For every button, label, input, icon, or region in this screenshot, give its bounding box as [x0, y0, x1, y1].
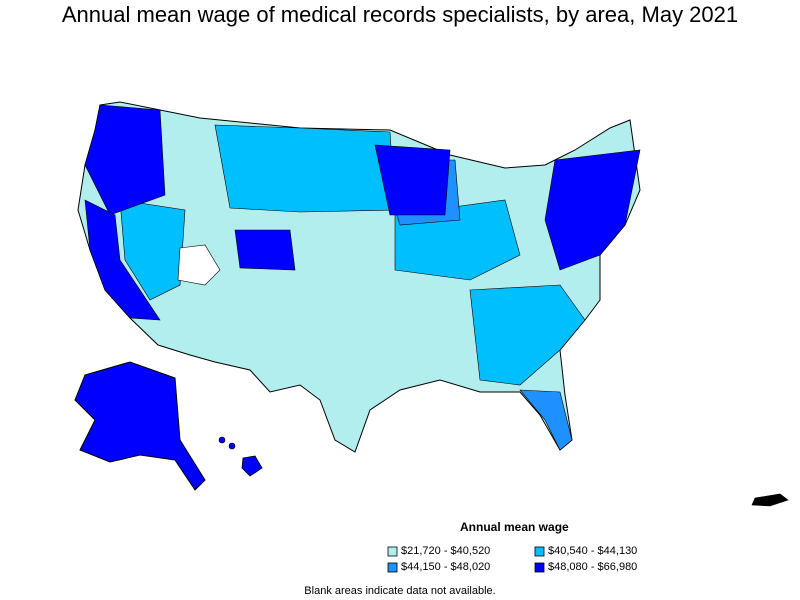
blank-areas-note: Blank areas indicate data not available. [304, 585, 496, 597]
legend-label-2: $40,540 - $44,130 [548, 545, 638, 557]
region-southeast [469, 284, 586, 386]
hawaii-island-small [218, 436, 226, 444]
map-title: Annual mean wage of medical records spec… [61, 2, 739, 27]
region-california [84, 199, 161, 321]
puerto-rico [751, 493, 789, 507]
legend-label-1: $21,720 - $40,520 [401, 545, 491, 557]
region-florida [519, 389, 573, 451]
hawaii [241, 455, 263, 477]
legend-swatch-4 [534, 562, 545, 573]
region-northern-plains [214, 124, 396, 213]
legend-label-3: $44,150 - $48,020 [401, 561, 491, 573]
region-colorado [234, 229, 296, 271]
blank-area-utah [177, 244, 221, 286]
legend-swatch-3 [387, 562, 398, 573]
legend-title: Annual mean wage [460, 520, 569, 534]
region-northeast [544, 149, 641, 271]
legend-swatch-2 [534, 546, 545, 557]
alaska [74, 361, 206, 491]
legend-label-4: $48,080 - $66,980 [548, 561, 638, 573]
region-great-basin [119, 199, 186, 301]
hawaii-island-mid [228, 442, 236, 450]
region-minnesota [374, 144, 451, 216]
legend-swatch-1 [387, 546, 398, 557]
